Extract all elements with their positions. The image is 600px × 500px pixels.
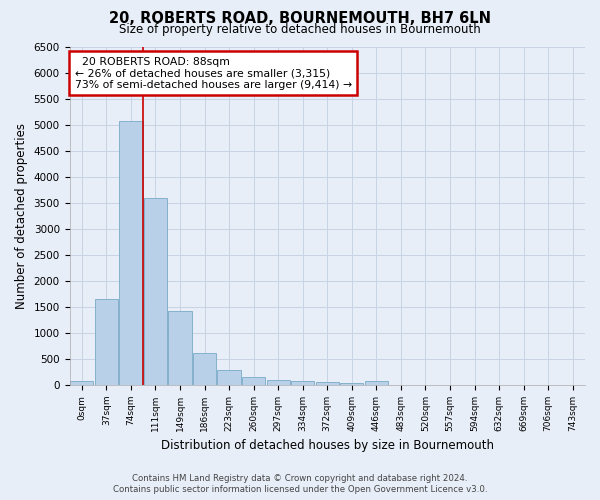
Bar (169, 311, 191, 385)
Bar (266, 380, 290, 385)
Text: Contains HM Land Registry data © Crown copyright and database right 2024.
Contai: Contains HM Land Registry data © Crown c… (113, 474, 487, 494)
Text: 20 ROBERTS ROAD: 88sqm  
← 26% of detached houses are smaller (3,315)
73% of sem: 20 ROBERTS ROAD: 88sqm ← 26% of detached… (74, 56, 352, 90)
Text: Size of property relative to detached houses in Bournemouth: Size of property relative to detached ho… (119, 22, 481, 36)
Bar (144, 198, 167, 385)
Bar (291, 382, 314, 385)
Bar (119, 120, 143, 385)
Y-axis label: Number of detached properties: Number of detached properties (15, 123, 28, 309)
Text: 20, ROBERTS ROAD, BOURNEMOUTH, BH7 6LN: 20, ROBERTS ROAD, BOURNEMOUTH, BH7 6LN (109, 11, 491, 26)
Bar (340, 382, 364, 385)
Bar (193, 353, 216, 385)
Bar (217, 370, 241, 385)
Bar (95, 299, 118, 385)
Bar (316, 382, 339, 385)
X-axis label: Distribution of detached houses by size in Bournemouth: Distribution of detached houses by size … (161, 440, 494, 452)
Bar (70, 381, 94, 385)
Bar (365, 382, 388, 385)
Bar (242, 377, 265, 385)
